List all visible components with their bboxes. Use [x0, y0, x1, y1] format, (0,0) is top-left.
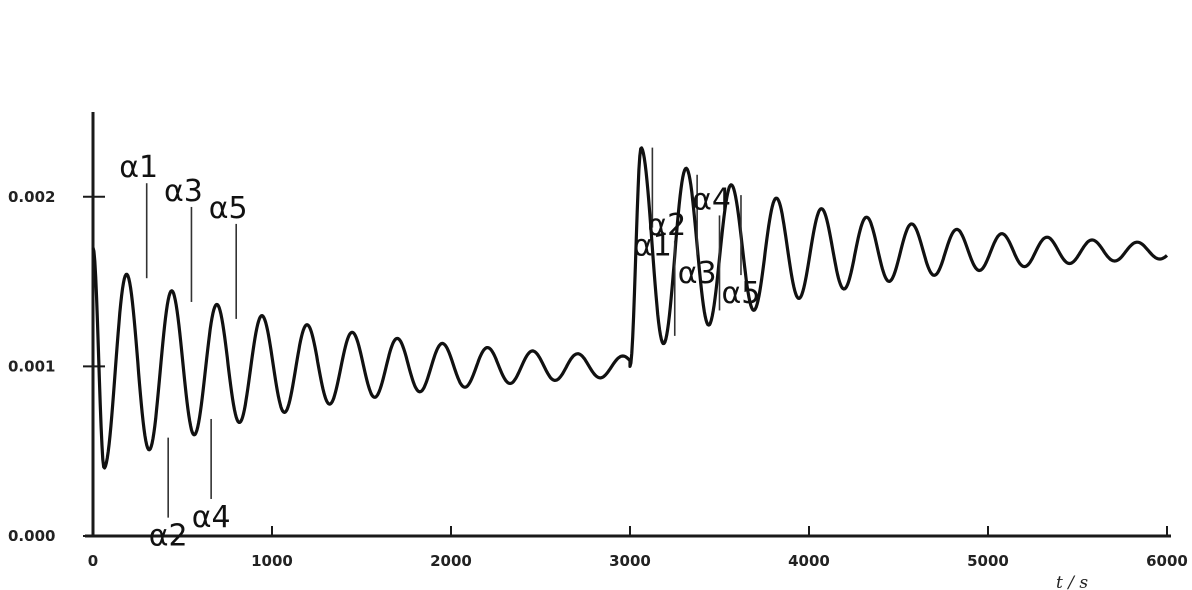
annotation-label: α2: [149, 519, 188, 554]
y-tick-label: 0.000: [8, 527, 55, 545]
series-group: [91, 146, 1169, 470]
y-tick-label: 0.002: [8, 188, 55, 206]
annotation-label: α3: [678, 256, 717, 291]
annotation-label: α3: [164, 174, 203, 209]
annotation-label: α5: [722, 276, 761, 311]
annotation-label: α1: [119, 150, 158, 185]
x-tick-label: 5000: [967, 552, 1009, 570]
y-axis-ticks: 0.000 0.001 0.002: [8, 188, 105, 545]
x-tick-label: 2000: [430, 552, 472, 570]
annotation-label: α4: [692, 182, 731, 217]
x-tick-label: 4000: [788, 552, 830, 570]
annotation-label: α2: [647, 208, 686, 243]
x-tick-label: 1000: [251, 552, 293, 570]
x-tick-label: 3000: [609, 552, 651, 570]
annotation-label: α5: [209, 191, 248, 226]
x-tick-label: 6000: [1146, 552, 1188, 570]
series-line: [91, 146, 1169, 470]
x-tick-label: 0: [88, 552, 98, 570]
axes: [85, 112, 1171, 538]
x-axis-ticks: 0 1000 2000 3000 4000 5000 6000: [88, 526, 1188, 570]
annotation-label: α1: [633, 229, 672, 264]
y-tick-label: 0.001: [8, 357, 55, 375]
annotation-label: α4: [192, 500, 231, 535]
x-axis-title: t / s: [1056, 573, 1088, 590]
